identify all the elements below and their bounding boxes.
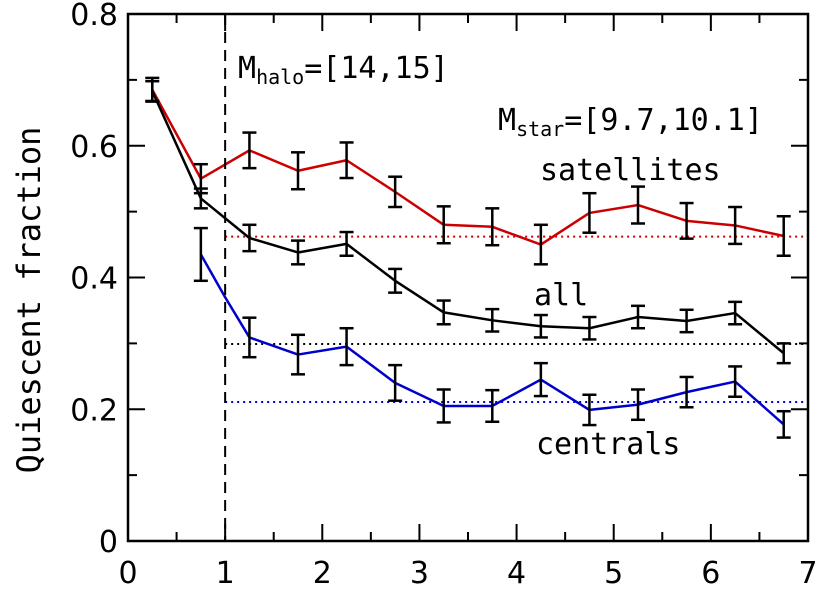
error-bar-centrals [339,326,354,367]
error-bar-all [728,300,743,326]
error-bar-all [339,230,354,258]
plot-frame [126,12,810,543]
y-axis-label: Quiescent fraction [10,127,48,474]
mstar-annotation: Mstar=[9.7,10.1] [498,103,763,141]
error-bar-satellites [291,151,305,191]
error-bar-centrals [631,388,645,422]
error-bar-all [631,304,645,330]
x-tick-label: 3 [410,556,429,590]
y-tick-label: 0.6 [70,130,118,165]
series-label-satellites: satellites [540,153,721,188]
error-bar-all [679,308,694,334]
y-tick-label: 0.4 [70,262,118,297]
x-tick-label: 2 [313,556,332,590]
error-bar-centrals [582,393,597,427]
y-tick-label: 0.2 [70,393,118,428]
error-bar-centrals [776,409,791,439]
series-line-satellites [151,89,784,246]
error-bar-centrals [679,375,694,409]
mstar-value: =[9.7,10.1] [564,103,763,138]
error-bar-centrals [485,388,500,424]
error-bar-centrals [388,363,403,402]
error-bar-centrals [728,365,743,398]
x-tick-label: 7 [798,556,817,590]
error-bar-satellites [631,185,645,225]
mhalo-value: =[14,15] [304,51,449,86]
error-bar-satellites [388,175,403,209]
error-bar-satellites [679,201,694,240]
error-bar-centrals [242,316,257,359]
error-bar-satellites [485,207,500,247]
error-bar-all [533,313,548,339]
x-tick-label: 4 [507,556,526,590]
mhalo-subscript: halo [256,65,304,89]
series-line-all [151,90,785,355]
error-bar-all [485,307,500,333]
series-lines [151,89,785,426]
error-bar-centrals [291,333,305,376]
error-bar-satellites [339,141,354,180]
error-bar-all [291,239,305,266]
y-tick-label: 0.8 [70,0,118,33]
error-bar-satellites [728,205,743,246]
error-bar-satellites [436,205,451,245]
x-tick-label: 0 [118,556,137,590]
error-bar-all [242,223,257,253]
error-bar-centrals [436,388,451,424]
series-label-all: all [534,278,588,313]
error-bars [145,76,791,439]
error-bar-centrals [533,361,548,398]
x-tick-label: 6 [701,556,720,590]
axis-ticks: 0 1 2 3 4 5 6 7 0 0.2 0.4 0.6 0.8 [70,0,817,590]
error-bar-all [145,79,160,103]
x-tick-label: 5 [604,556,623,590]
error-bar-all [436,299,451,326]
mstar-subscript: star [516,117,564,141]
series-label-centrals: centrals [536,427,681,462]
error-bar-centrals [193,226,208,283]
mstar-main: M [498,103,516,138]
series-line-centrals [199,253,785,426]
mhalo-annotation: Mhalo=[14,15] [238,51,449,89]
error-bar-satellites [533,223,548,266]
mhalo-main: M [238,51,256,86]
reference-lines [225,235,808,404]
x-tick-label: 1 [216,556,235,590]
error-bar-all [388,267,403,294]
error-bar-all [582,315,597,341]
y-tick-label: 0 [99,525,118,560]
error-bar-satellites [776,214,791,258]
error-bar-all [193,187,208,210]
error-bar-satellites [242,131,257,170]
error-bar-satellites [582,191,597,234]
error-bar-all [776,342,791,365]
